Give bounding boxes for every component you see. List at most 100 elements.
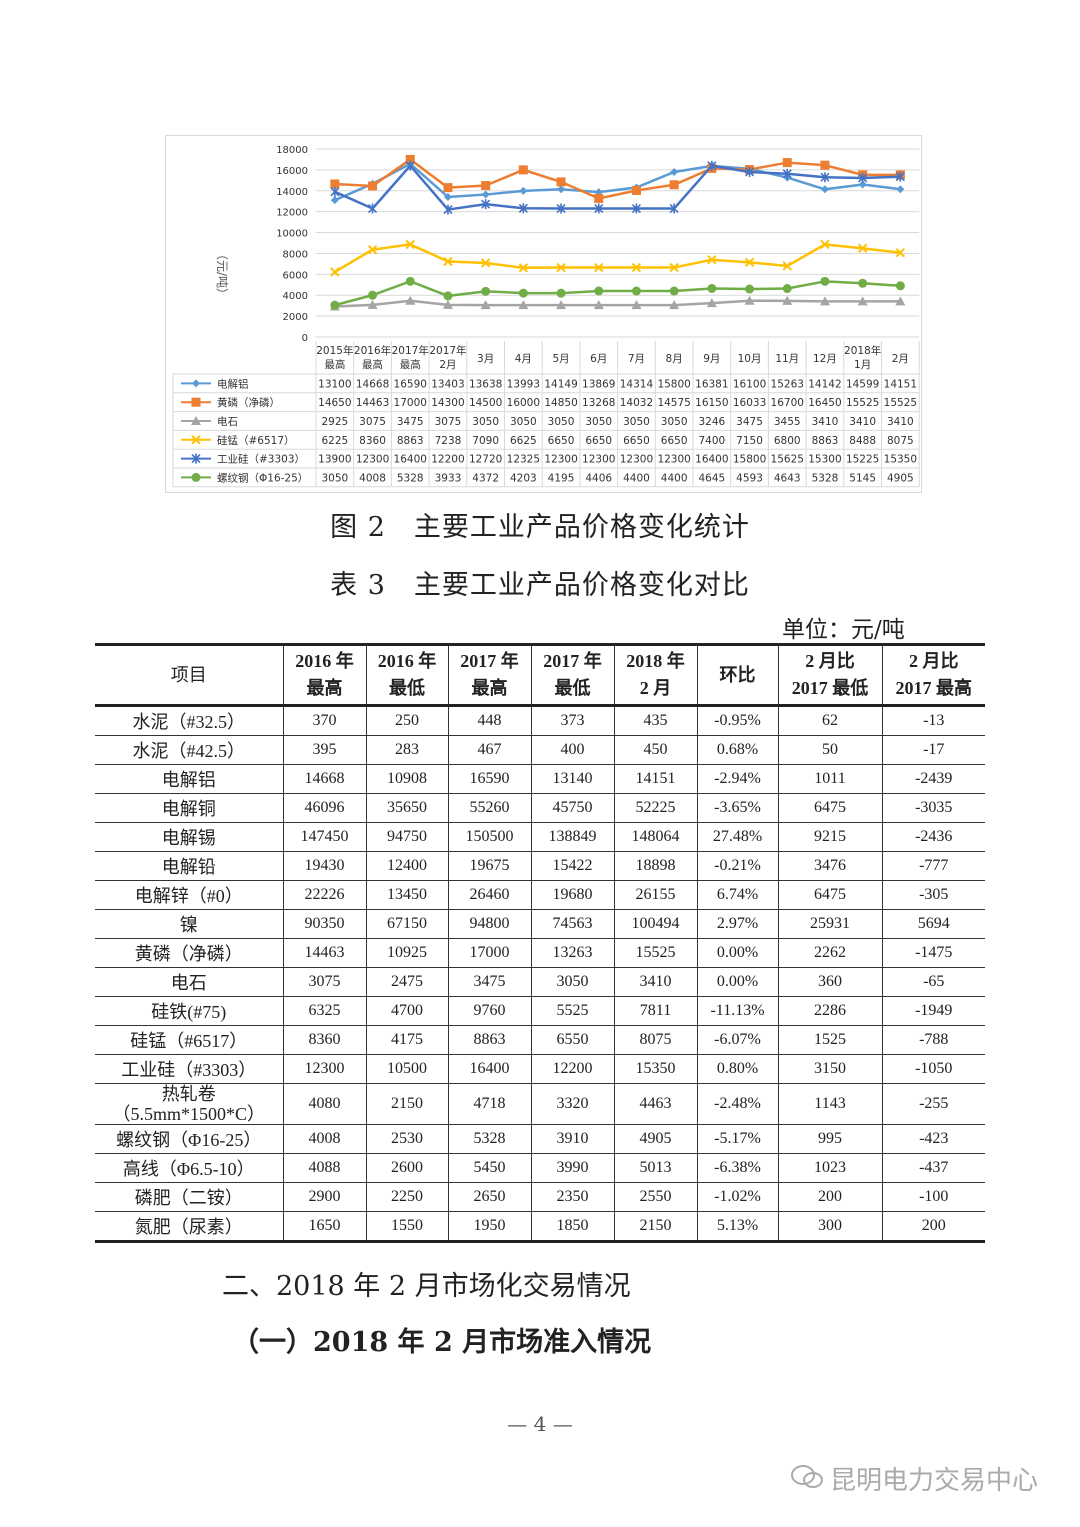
table-cell: 2286 — [777, 996, 883, 1026]
table-cell: 18898 — [613, 851, 698, 881]
table-cell: 16590 — [447, 764, 532, 794]
data-point — [191, 472, 201, 482]
table-cell: 12300 — [282, 1054, 367, 1084]
data-table-cell: 3050 — [548, 416, 575, 428]
table-row: 氮肥（尿素） 1650 1550 1950 1850 2150 5.13% 300 200 — [95, 1211, 985, 1242]
data-point — [669, 203, 679, 214]
series-line — [334, 157, 901, 200]
data-table-cell: 3050 — [510, 416, 537, 428]
x-category-label: 最高 — [400, 358, 421, 371]
table-cell: 15350 — [613, 1054, 698, 1084]
y-tick-label: 6000 — [283, 270, 308, 281]
table-cell: 467 — [447, 735, 532, 765]
data-point — [594, 203, 604, 214]
table-caption: 表 3 主要工业产品价格变化对比 — [330, 570, 750, 601]
table-cell: 2.97% — [696, 909, 779, 939]
data-point — [782, 168, 792, 179]
table-header-row: 项目 2016 年最高 2016 年最低 2017 年最高 2017 年最低 2018 年… — [95, 644, 985, 707]
data-point — [858, 180, 867, 189]
data-point — [782, 295, 793, 305]
data-table-cell: 3475 — [736, 416, 763, 428]
table-cell: 19675 — [447, 851, 532, 881]
data-point — [443, 256, 453, 267]
data-table-cell: 16700 — [771, 397, 804, 409]
column-header-line: 2017 最低 — [791, 678, 869, 698]
table-cell: 3075 — [282, 967, 367, 997]
data-table-cell: 15625 — [771, 454, 804, 466]
legend-label: 黄磷（净磷） — [217, 396, 280, 409]
x-category-label: 2016年 — [354, 344, 391, 357]
table-cell: 2650 — [447, 1182, 532, 1212]
table-cell: 1550 — [365, 1211, 449, 1242]
table-cell: 4905 — [613, 1124, 698, 1154]
table-cell: 12200 — [530, 1054, 615, 1084]
data-table-cell: 15525 — [884, 397, 917, 409]
data-point — [191, 453, 201, 464]
data-point — [330, 300, 340, 310]
table-cell: 9215 — [777, 822, 883, 852]
column-header-line: 最低 — [554, 678, 591, 698]
data-table-cell: 7400 — [698, 435, 725, 447]
data-table-cell: 3933 — [435, 472, 462, 484]
table-cell: 13450 — [365, 880, 449, 910]
data-table-cell: 4008 — [359, 472, 386, 484]
series-line — [334, 299, 901, 308]
column-header: 2016 年最高 — [282, 644, 367, 707]
row-label: 电石 — [95, 967, 284, 997]
data-table-cell: 16400 — [394, 454, 427, 466]
table-cell: 283 — [365, 735, 449, 765]
data-table-cell: 3410 — [887, 416, 914, 428]
table-cell: 67150 — [365, 909, 449, 939]
row-label: 黄磷（净磷） — [95, 938, 284, 968]
table-cell: 8360 — [282, 1025, 367, 1055]
x-category-label: 12月 — [813, 353, 837, 365]
data-table-cell: 3075 — [435, 416, 462, 428]
column-header: 2018 年 2 月 — [613, 644, 698, 707]
data-table-cell: 14149 — [544, 378, 577, 390]
table-cell: 435 — [613, 705, 698, 736]
figure-caption: 图 2 主要工业产品价格变化统计 — [330, 512, 750, 543]
data-table-cell: 13403 — [431, 378, 464, 390]
table-cell: 94800 — [447, 909, 532, 939]
data-point — [782, 261, 792, 271]
data-point — [744, 166, 755, 177]
table-cell: 6.74% — [696, 880, 779, 910]
table-cell: -1949 — [881, 996, 985, 1026]
column-header-line: 最低 — [389, 678, 425, 698]
legend-label: 电解铝 — [217, 377, 249, 390]
x-category-label: 3月 — [477, 353, 494, 365]
table-cell: 13140 — [530, 764, 615, 794]
table-row: 水泥（#32.5） 370 250 448 373 435 -0.95% 62 -13 — [95, 705, 985, 736]
table-cell: 3320 — [530, 1083, 615, 1125]
table-cell: 1850 — [530, 1211, 615, 1242]
data-point — [367, 244, 378, 255]
data-table-cell: 14300 — [431, 397, 464, 409]
data-table-cell: 13638 — [469, 378, 502, 390]
table-cell: -100 — [881, 1182, 985, 1212]
table-cell: 7811 — [613, 996, 698, 1026]
table-cell: 148064 — [613, 822, 698, 852]
table-cell: -2439 — [881, 764, 985, 794]
table-cell: 26460 — [447, 880, 532, 910]
row-label: 热轧卷（5.5mm*1500*C） — [95, 1083, 284, 1125]
data-point — [744, 257, 755, 268]
data-point — [820, 185, 829, 194]
data-table-cell: 5145 — [849, 472, 876, 484]
data-point — [442, 299, 453, 309]
data-point — [191, 435, 201, 445]
table-cell: 4008 — [282, 1124, 367, 1154]
row-label: 电解铜 — [95, 793, 284, 823]
data-point — [707, 255, 717, 265]
table-cell: -11.13% — [696, 996, 779, 1026]
data-point — [631, 262, 642, 273]
data-table-cell: 3475 — [397, 416, 424, 428]
table-row: 电解铜 46096 35650 55260 45750 52225 -3.65% 6475 -3… — [95, 793, 985, 823]
table-cell: 300 — [777, 1211, 883, 1242]
table-cell: 22226 — [282, 880, 367, 910]
table-row: 磷肥（二铵） 2900 2250 2650 2350 2550 -1.02% 200 -100 — [95, 1182, 985, 1212]
table-cell: 4700 — [365, 996, 449, 1026]
subsection-heading: （一）2018 年 2 月市场准入情况 — [232, 1327, 652, 1358]
series-1 — [330, 159, 905, 205]
data-point — [669, 286, 679, 296]
table-cell: 995 — [777, 1124, 883, 1154]
